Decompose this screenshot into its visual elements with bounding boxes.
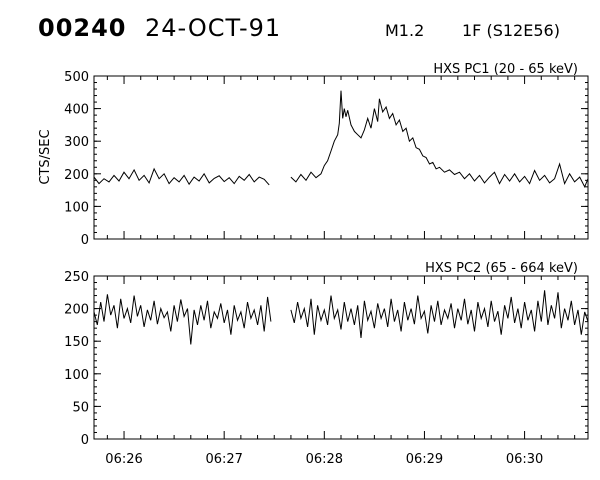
panel1-ytick-label: 100 — [64, 200, 89, 215]
panel2-ytick-label: 250 — [64, 270, 89, 285]
xtick-label: 06:29 — [406, 452, 443, 467]
optical-flare-info: 1F (S12E56) — [462, 21, 560, 40]
event-date: 24-OCT-91 — [145, 14, 282, 42]
panel2-series-line — [93, 290, 589, 345]
panel2-frame — [93, 275, 589, 440]
panel2-title: HXS PC2 (65 - 664 keV) — [425, 261, 578, 276]
goes-class: M1.2 — [385, 21, 425, 40]
panel1-series-line — [93, 90, 589, 188]
panel1-ytick-label: 0 — [81, 233, 89, 248]
panel2-ytick-label: 100 — [64, 368, 89, 383]
panel1-ytick-label: 400 — [64, 103, 89, 118]
panel2-ytick-label: 200 — [64, 303, 89, 318]
xtick-label: 06:28 — [306, 452, 343, 467]
panel1-ytick-label: 200 — [64, 168, 89, 183]
panel1-frame — [93, 75, 589, 240]
panel2-ytick-label: 150 — [64, 335, 89, 350]
xtick-label: 06:27 — [205, 452, 242, 467]
panel1-ytick-label: 500 — [64, 70, 89, 85]
panel1-ytick-label: 300 — [64, 135, 89, 150]
y-axis-label: CTS/SEC — [38, 129, 53, 184]
xtick-label: 06:30 — [506, 452, 543, 467]
panel2-ytick-label: 50 — [72, 400, 89, 415]
panel2-ytick-label: 0 — [81, 433, 89, 448]
event-number: 00240 — [38, 14, 127, 42]
xtick-label: 06:26 — [105, 452, 142, 467]
panel1-title: HXS PC1 (20 - 65 keV) — [433, 62, 578, 77]
